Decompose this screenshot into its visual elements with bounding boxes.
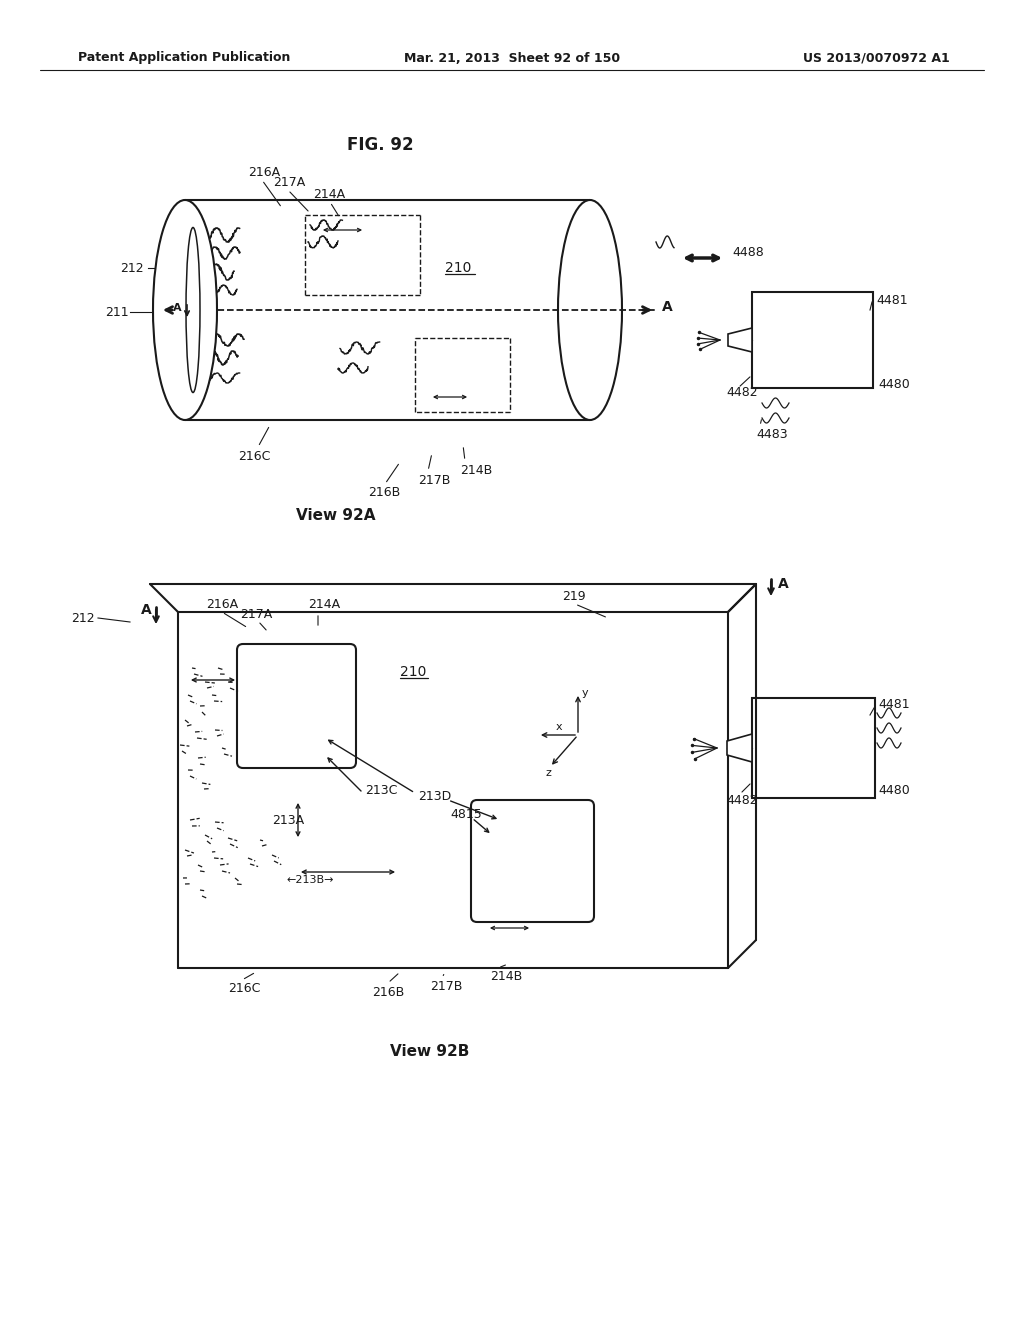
Text: 217A: 217A — [240, 607, 272, 620]
Text: 4481: 4481 — [876, 293, 907, 306]
Text: A: A — [662, 300, 673, 314]
Text: 4482: 4482 — [726, 793, 758, 807]
Text: ←213B→: ←213B→ — [287, 875, 334, 884]
Text: 213D: 213D — [418, 791, 452, 804]
Text: 216A: 216A — [248, 166, 281, 180]
Polygon shape — [728, 327, 752, 352]
Text: View 92B: View 92B — [390, 1044, 470, 1060]
Text: 212: 212 — [72, 611, 95, 624]
Text: 214A: 214A — [308, 598, 340, 610]
Text: y: y — [582, 688, 589, 698]
Text: 4483: 4483 — [756, 429, 787, 441]
Text: x: x — [556, 722, 562, 733]
Text: 212: 212 — [120, 261, 143, 275]
Text: 216A: 216A — [206, 598, 239, 610]
Ellipse shape — [558, 201, 622, 420]
Text: FIG. 92: FIG. 92 — [347, 136, 414, 154]
Bar — [752, 292, 873, 388]
Text: 4481: 4481 — [878, 698, 909, 711]
Text: z: z — [545, 768, 551, 777]
Text: A: A — [173, 304, 181, 313]
Text: 4480: 4480 — [878, 379, 909, 392]
Text: 4480: 4480 — [878, 784, 909, 796]
Ellipse shape — [153, 201, 217, 420]
Text: 216B: 216B — [368, 487, 400, 499]
Text: 217B: 217B — [418, 474, 451, 487]
Text: 213A: 213A — [272, 813, 304, 826]
Text: 213C: 213C — [365, 784, 397, 796]
Text: 216C: 216C — [228, 982, 260, 994]
Text: 217A: 217A — [273, 177, 305, 190]
Text: US 2013/0070972 A1: US 2013/0070972 A1 — [803, 51, 950, 65]
Text: 219: 219 — [562, 590, 586, 602]
Polygon shape — [727, 734, 752, 762]
Text: 216B: 216B — [372, 986, 404, 998]
Bar — [752, 698, 874, 799]
Text: 4488: 4488 — [732, 246, 764, 259]
Text: 4815: 4815 — [450, 808, 481, 821]
Text: 214B: 214B — [490, 969, 522, 982]
Text: A: A — [778, 577, 788, 591]
Text: 210: 210 — [400, 665, 426, 678]
Text: Patent Application Publication: Patent Application Publication — [78, 51, 291, 65]
FancyBboxPatch shape — [237, 644, 356, 768]
Text: 214B: 214B — [460, 463, 493, 477]
Text: Mar. 21, 2013  Sheet 92 of 150: Mar. 21, 2013 Sheet 92 of 150 — [403, 51, 621, 65]
Text: 217B: 217B — [430, 979, 463, 993]
Text: 211: 211 — [105, 305, 129, 318]
FancyBboxPatch shape — [471, 800, 594, 921]
Text: A: A — [141, 603, 152, 616]
Text: View 92A: View 92A — [296, 508, 376, 524]
Text: 214A: 214A — [313, 187, 345, 201]
Text: 210: 210 — [445, 261, 471, 275]
Text: 4482: 4482 — [726, 387, 758, 400]
Text: 216C: 216C — [238, 450, 270, 462]
